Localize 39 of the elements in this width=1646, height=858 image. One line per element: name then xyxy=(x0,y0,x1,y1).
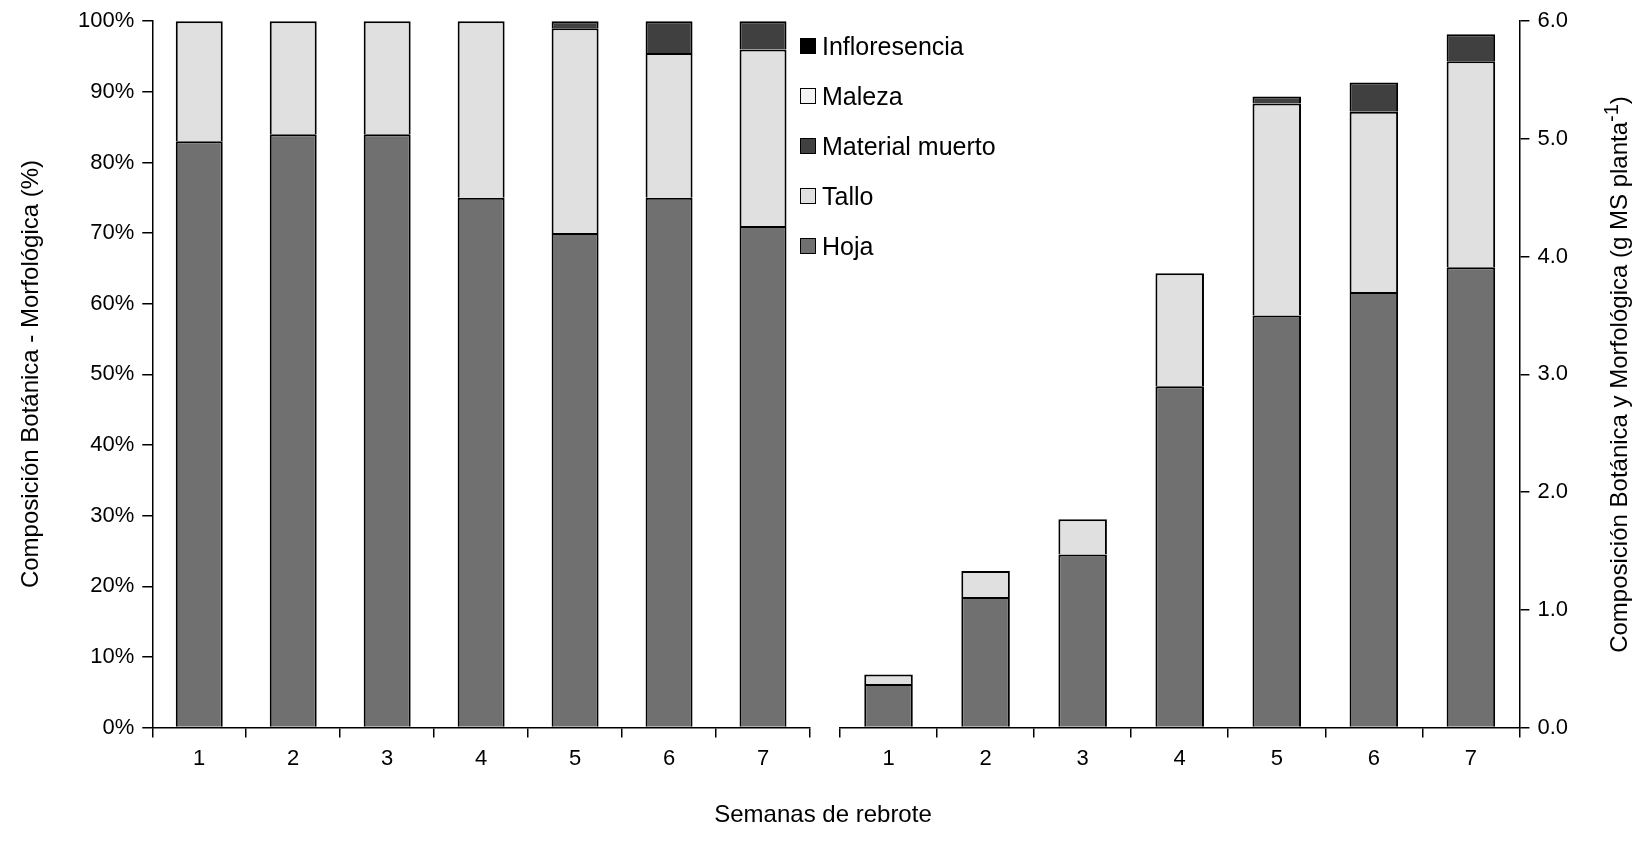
x-tick-label: 2 xyxy=(979,744,992,770)
y2-tick-label: 1.0 xyxy=(1537,595,1569,621)
x-tick-label: 7 xyxy=(1464,744,1478,770)
y2-tick-label: 3.0 xyxy=(1537,360,1569,386)
y2-tick-label: 2.0 xyxy=(1537,478,1569,504)
y-tick-label: 60% xyxy=(90,289,135,315)
x-tick-label: 1 xyxy=(882,744,895,770)
legend-label: Tallo xyxy=(822,181,874,211)
y-tick-label: 70% xyxy=(90,219,135,245)
x-tick-label: 6 xyxy=(662,744,676,770)
y-tick-label: 90% xyxy=(90,77,135,103)
y-tick-label: 50% xyxy=(90,360,135,386)
y-tick-label: 20% xyxy=(90,572,135,598)
legend-label: Maleza xyxy=(822,81,903,111)
x-tick-label: 3 xyxy=(381,744,394,770)
y2-tick-label: 5.0 xyxy=(1537,125,1569,150)
y-tick-label: 40% xyxy=(90,431,135,457)
legend-label: Material muerto xyxy=(822,131,996,161)
legend-label: Hoja xyxy=(822,231,874,261)
x-axis-title: Semanas de rebrote xyxy=(713,800,933,828)
x-tick-label: 3 xyxy=(1076,744,1089,770)
y-tick-label: 80% xyxy=(90,148,135,174)
x-tick-label: 7 xyxy=(756,744,770,770)
y2-tick-label: 4.0 xyxy=(1537,242,1569,268)
y-axis-title: Composición Botánica - Morfológica (%) xyxy=(16,160,45,589)
x-tick-label: 2 xyxy=(287,744,300,770)
y2-tick-label: 6.0 xyxy=(1537,7,1569,33)
x-tick-label: 4 xyxy=(1173,744,1186,770)
y-tick-label: 10% xyxy=(90,643,135,669)
y-tick-label: 30% xyxy=(90,501,135,527)
x-tick-label: 4 xyxy=(475,744,488,770)
y-tick-label: 0% xyxy=(102,713,135,739)
y-tick-label: 100% xyxy=(77,7,135,33)
legend-label: Infloresencia xyxy=(822,31,964,61)
x-tick-label: 5 xyxy=(1270,744,1283,770)
y2-tick-label: 0.0 xyxy=(1537,713,1569,739)
x-tick-label: 5 xyxy=(568,744,582,770)
x-tick-label: 6 xyxy=(1367,744,1380,770)
x-tick-label: 1 xyxy=(193,744,206,770)
